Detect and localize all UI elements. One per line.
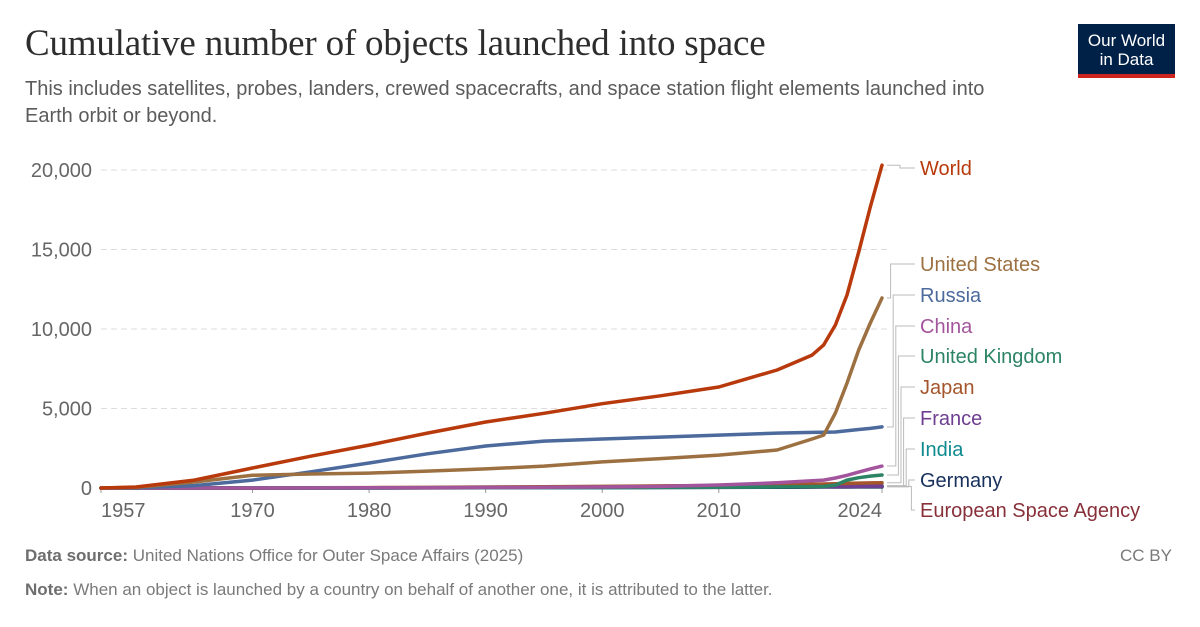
data-source: Data source: United Nations Office for O… [25, 546, 524, 565]
label-connector [887, 386, 915, 484]
note: Note: When an object is launched by a co… [25, 580, 773, 599]
source-link[interactable]: United Nations Office for Outer Space Af… [132, 546, 524, 565]
x-tick-label: 1980 [347, 500, 392, 522]
y-tick-label: 0 [81, 478, 92, 500]
license-link[interactable]: CC BY [1120, 546, 1172, 565]
series-line-united-states [99, 296, 884, 490]
series-label: India [920, 439, 964, 461]
y-tick-label: 15,000 [31, 240, 92, 262]
series-line-china [99, 464, 884, 490]
label-connector [887, 263, 915, 299]
label-connector [887, 294, 915, 428]
y-tick-label: 10,000 [31, 319, 92, 341]
chart-title: Cumulative number of objects launched in… [25, 23, 766, 64]
series-label: Japan [920, 377, 975, 399]
label-connector [887, 355, 915, 476]
label-connector [887, 485, 915, 511]
x-tick-label: 1957 [101, 500, 146, 522]
series-label: Russia [920, 285, 982, 307]
series-label: European Space Agency [920, 500, 1140, 522]
label-connector [887, 479, 915, 488]
x-tick-label: 1970 [230, 500, 275, 522]
y-tick-label: 5,000 [42, 399, 92, 421]
series-label: France [920, 408, 982, 430]
x-tick-label: 2010 [697, 500, 742, 522]
x-tick-label: 2024 [838, 500, 883, 522]
label-connector [887, 164, 915, 169]
series-label: World [920, 158, 972, 180]
y-tick-label: 20,000 [31, 160, 92, 182]
x-tick-label: 1990 [463, 500, 508, 522]
label-connector [887, 448, 915, 487]
series-label: United States [920, 254, 1040, 276]
x-tick-label: 2000 [580, 500, 625, 522]
owid-logo[interactable]: Our World in Data [1078, 24, 1175, 78]
line-chart: 0 5,000 10,000 15,000 20,000 1957 1970 1980 1990… [31, 158, 1140, 522]
series-label: China [920, 316, 973, 338]
series-line-world [99, 163, 884, 490]
series-label: United Kingdom [920, 346, 1062, 368]
series-line-russia [99, 425, 884, 490]
series-label: Germany [920, 470, 1002, 492]
chart-subtitle: This includes satellites, probes, lander… [25, 78, 985, 127]
label-connector [887, 325, 915, 467]
